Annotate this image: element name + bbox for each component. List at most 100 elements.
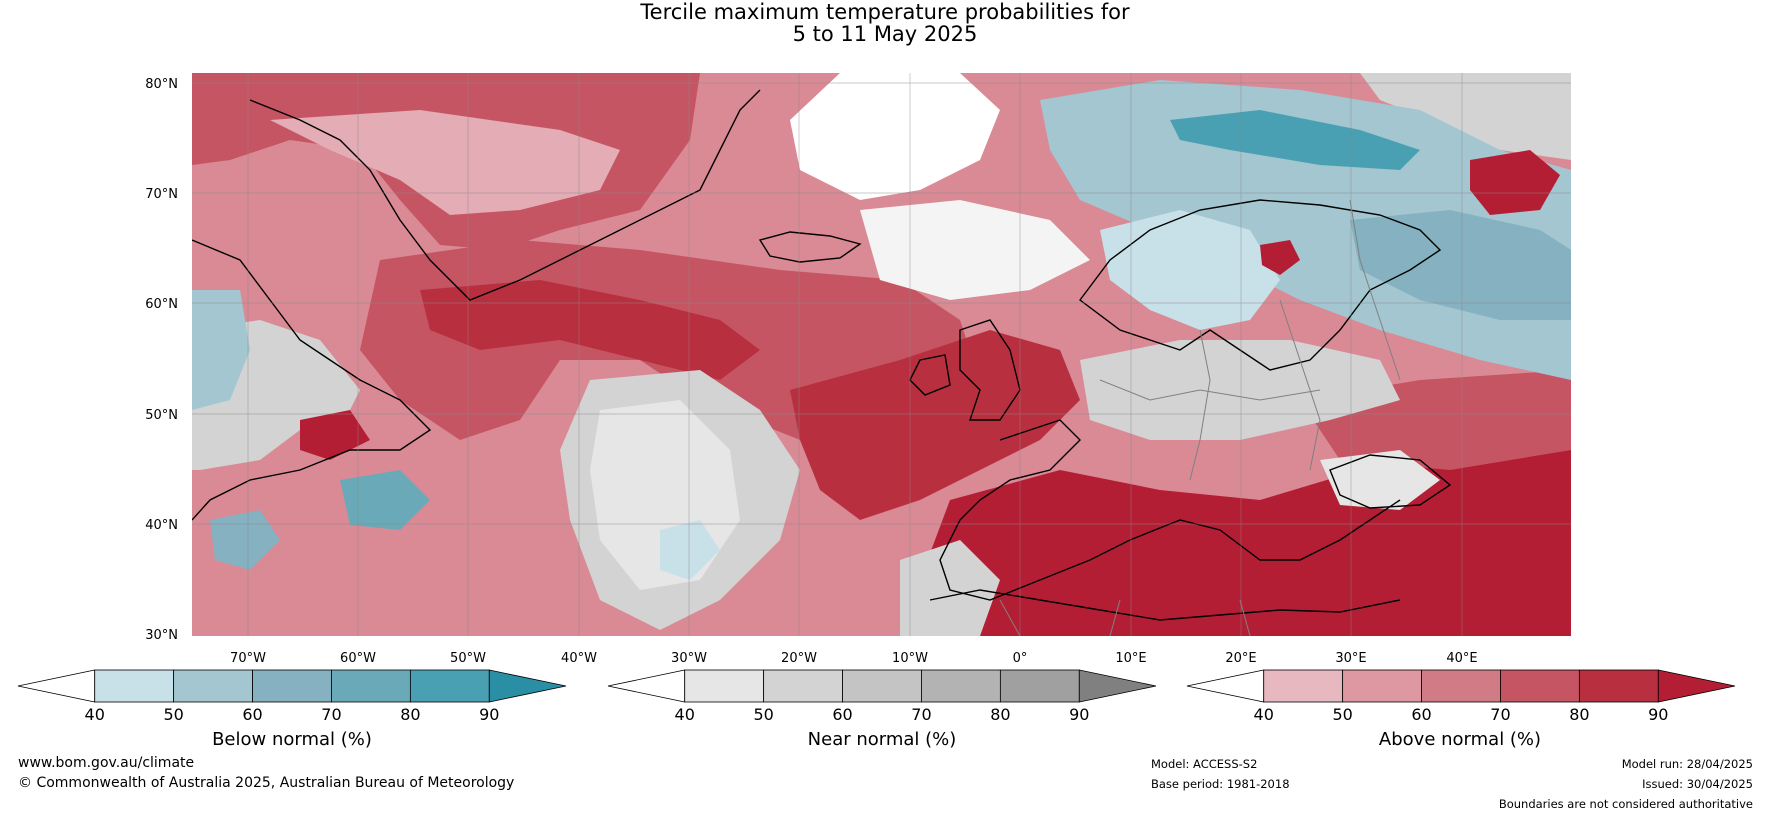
lat-label-50n: 50°N	[145, 408, 178, 423]
near-normal-region-eastern-europe	[1080, 340, 1400, 440]
border-line-2	[1189, 329, 1211, 481]
below-normal-region-us-east	[210, 510, 280, 570]
footer-model: Model: ACCESS-S2	[1151, 757, 1258, 771]
colorbar-below-tick-40: 40	[85, 705, 105, 724]
coastline-black-sea	[1329, 454, 1452, 509]
footer-disclaimer: Boundaries are not considered authoritat…	[1498, 797, 1753, 811]
lat-label-40n: 40°N	[145, 518, 178, 533]
colorbar-below-extend-low	[17, 669, 96, 703]
latitude-labels: 80°N 70°N 60°N 50°N 40°N 30°N	[145, 77, 178, 643]
lon-label-50w: 50°W	[450, 651, 486, 666]
lon-label-40e: 40°E	[1446, 651, 1477, 666]
map-title-line-1: Tercile maximum temperature probabilitie…	[640, 0, 1130, 24]
colorbar-below-segment-2	[173, 669, 253, 703]
colorbar-below-tick-80: 80	[400, 705, 420, 724]
colorbar-near-segment-2	[763, 669, 843, 703]
above-normal-region-western-europe	[790, 330, 1080, 520]
above-normal-hotspot-barents	[1470, 150, 1560, 215]
colorbar-below-normal-title: Below normal (%)	[212, 729, 372, 750]
colorbar-above-segment-1	[1263, 669, 1344, 703]
white-band-arctic	[790, 73, 1000, 200]
below-normal-region-labrador	[192, 290, 250, 410]
colorbar-above-tick-50: 50	[1332, 705, 1352, 724]
lon-label-20e: 20°E	[1225, 651, 1256, 666]
colorbar-above-tick-60: 60	[1411, 705, 1431, 724]
colorbar-near-segment-1	[684, 669, 765, 703]
colorbar-near-tick-40: 40	[675, 705, 695, 724]
colorbar-above-extend-low	[1186, 669, 1265, 703]
below-normal-region-scandinavia	[1100, 210, 1280, 330]
colorbar-below-segment-3	[252, 669, 332, 703]
colorbar-near-normal: 40 50 60 70 80 90	[607, 669, 1157, 724]
border-line-5	[999, 599, 1251, 636]
colorbar-near-extend-high	[1078, 669, 1157, 703]
colorbar-below-segment-1	[94, 669, 175, 703]
coastline-western-europe	[939, 419, 1401, 601]
colorbar-near-tick-90: 90	[1069, 705, 1089, 724]
colorbar-below-tick-90: 90	[479, 705, 499, 724]
colorbar-near-tick-80: 80	[990, 705, 1010, 724]
colorbar-above-segment-2	[1342, 669, 1422, 703]
lon-label-10w: 10°W	[892, 651, 928, 666]
above-normal-hotspot-sweden	[1260, 240, 1300, 275]
coastline-canada	[192, 239, 432, 521]
coastline-scandinavia	[1079, 199, 1442, 371]
coastline-greenland	[249, 89, 761, 301]
lon-label-10e: 10°E	[1115, 651, 1146, 666]
coastlines	[192, 89, 1452, 621]
border-line-1	[1099, 379, 1321, 401]
colorbar-near-extend-low	[607, 669, 686, 703]
colorbar-near-segment-3	[842, 669, 922, 703]
colorbar-below-normal: 40 50 60 70 80 90	[17, 669, 567, 724]
below-normal-region-barents-core	[1170, 110, 1420, 170]
colorbar-above-normal-title: Above normal (%)	[1379, 729, 1541, 750]
colorbar-above-tick-90: 90	[1648, 705, 1668, 724]
country-borders	[999, 199, 1401, 636]
border-line-3	[1279, 299, 1321, 471]
footer-copyright: © Commonwealth of Australia 2025, Austra…	[18, 775, 515, 791]
above-normal-region-atlantic-core	[420, 280, 760, 380]
lat-label-60n: 60°N	[145, 297, 178, 312]
white-band-norwegian-sea	[860, 200, 1090, 300]
colorbar-below-tick-70: 70	[321, 705, 341, 724]
coastline-north-africa	[929, 589, 1401, 621]
below-normal-region-newfoundland-south	[340, 470, 430, 530]
colorbar-above-extend-high	[1657, 669, 1736, 703]
lon-label-0: 0°	[1013, 651, 1028, 666]
lon-label-60w: 60°W	[340, 651, 376, 666]
map-title-line-2: 5 to 11 May 2025	[792, 22, 978, 46]
colorbar-near-tick-50: 50	[753, 705, 773, 724]
below-normal-region-midatlantic	[660, 520, 720, 580]
lat-label-30n: 30°N	[145, 628, 178, 643]
lon-label-30e: 30°E	[1335, 651, 1366, 666]
footer-base-period: Base period: 1981-2018	[1151, 777, 1290, 791]
colorbar-below-extend-high	[488, 669, 567, 703]
longitude-labels: 70°W 60°W 50°W 40°W 30°W 20°W 10°W 0° 10…	[230, 651, 1478, 666]
above-normal-hotspot-quebec	[300, 410, 370, 460]
lon-label-70w: 70°W	[230, 651, 266, 666]
colorbar-near-segment-5	[999, 669, 1080, 703]
colorbar-near-tick-70: 70	[911, 705, 931, 724]
colorbar-above-tick-70: 70	[1490, 705, 1510, 724]
near-normal-region-black-sea	[1320, 450, 1440, 510]
footer-website: www.bom.gov.au/climate	[18, 755, 195, 771]
lat-label-80n: 80°N	[145, 77, 178, 92]
colorbar-near-normal-title: Near normal (%)	[808, 729, 957, 750]
coastline-iceland	[758, 231, 862, 263]
lat-label-70n: 70°N	[145, 187, 178, 202]
lon-label-40w: 40°W	[561, 651, 597, 666]
below-normal-region-barents	[1040, 80, 1571, 380]
colorbar-below-segment-5	[409, 669, 490, 703]
footer-issued: Issued: 30/04/2025	[1642, 777, 1753, 791]
colorbar-below-tick-50: 50	[163, 705, 183, 724]
colorbar-above-tick-40: 40	[1254, 705, 1274, 724]
map-plot-area	[192, 73, 1571, 636]
coastline-british-isles	[909, 319, 1021, 421]
border-line-4	[1349, 199, 1401, 381]
colorbar-above-segment-5	[1578, 669, 1659, 703]
colorbar-above-segment-4	[1500, 669, 1580, 703]
colorbar-below-segment-4	[331, 669, 411, 703]
lon-label-20w: 20°W	[781, 651, 817, 666]
below-normal-region-northwest-russia	[1350, 210, 1571, 320]
